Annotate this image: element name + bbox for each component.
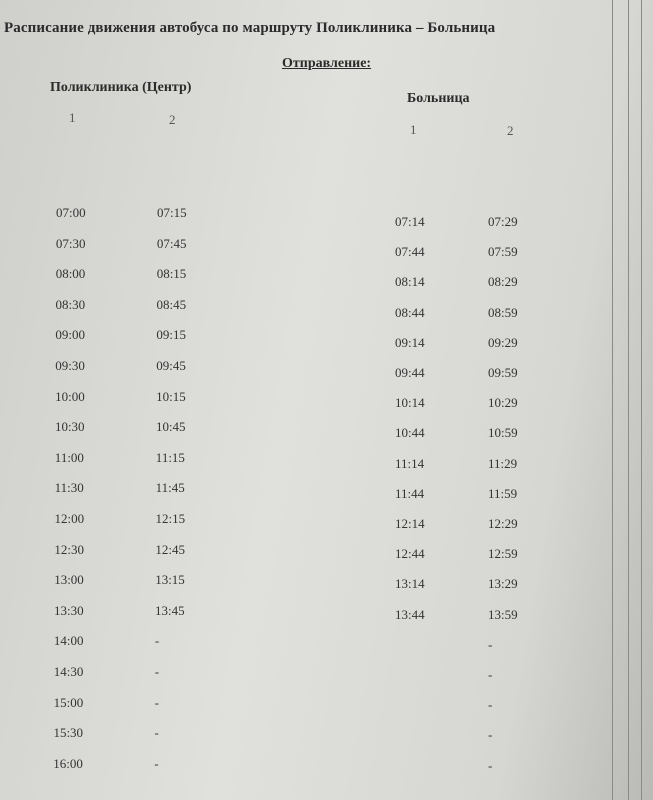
column-label: 1 bbox=[410, 122, 417, 137]
time-cell: 11:59 bbox=[488, 485, 518, 501]
time-cell: - bbox=[154, 725, 159, 741]
time-cell: 11:44 bbox=[395, 485, 425, 501]
subtitle: Отправление: bbox=[282, 56, 372, 71]
time-cell: 13:29 bbox=[488, 576, 518, 592]
time-cell: 07:14 bbox=[395, 214, 425, 229]
time-cell: 08:00 bbox=[55, 266, 86, 282]
time-cell: 12:44 bbox=[395, 546, 425, 562]
time-cell: 08:59 bbox=[488, 304, 518, 320]
time-cell: 13:59 bbox=[488, 606, 518, 622]
time-cell: 13:00 bbox=[54, 572, 84, 588]
time-cell: 08:45 bbox=[156, 296, 187, 312]
time-cell: 09:44 bbox=[395, 365, 425, 380]
time-cell: 07:45 bbox=[156, 235, 187, 251]
time-cell: - bbox=[488, 636, 493, 652]
time-cell: 13:44 bbox=[395, 606, 425, 622]
time-cell: 10:44 bbox=[395, 425, 425, 441]
time-cell: 12:29 bbox=[488, 516, 518, 531]
time-cell: 13:30 bbox=[54, 602, 84, 618]
time-cell: 13:15 bbox=[155, 572, 185, 588]
time-cell: 09:14 bbox=[395, 334, 425, 350]
column-label: 2 bbox=[507, 123, 514, 138]
time-cell: 08:14 bbox=[395, 274, 425, 290]
left-header: Поликлиника (Центр) bbox=[50, 80, 192, 95]
time-cell: 09:30 bbox=[55, 358, 85, 373]
time-cell: 07:15 bbox=[157, 205, 187, 220]
title: Расписание движения автобуса по маршруту… bbox=[4, 20, 496, 36]
time-cell: 13:45 bbox=[155, 602, 185, 618]
time-cell: 10:15 bbox=[156, 388, 186, 404]
time-cell: - bbox=[154, 755, 159, 771]
time-cell: 10:14 bbox=[395, 395, 425, 411]
time-cell: - bbox=[488, 727, 493, 743]
time-cell: 10:29 bbox=[488, 395, 518, 411]
time-cell: 08:44 bbox=[395, 304, 425, 320]
time-cell: 11:14 bbox=[395, 455, 425, 471]
column-label: 2 bbox=[169, 112, 176, 127]
time-cell: 09:59 bbox=[488, 365, 518, 380]
time-cell: 15:00 bbox=[53, 694, 84, 710]
right-header: Больница bbox=[407, 91, 470, 106]
time-cell: 10:45 bbox=[155, 419, 186, 435]
column-label: 1 bbox=[69, 110, 76, 125]
time-cell: 12:14 bbox=[395, 516, 425, 531]
time-cell: 10:30 bbox=[54, 419, 85, 435]
time-cell: - bbox=[488, 757, 493, 773]
time-cell: 08:29 bbox=[488, 274, 518, 290]
time-cell: 13:14 bbox=[395, 576, 425, 592]
time-cell: 11:15 bbox=[155, 449, 185, 465]
time-cell: 07:44 bbox=[395, 244, 425, 260]
time-cell: 07:00 bbox=[56, 205, 86, 220]
time-cell: 09:15 bbox=[156, 327, 187, 343]
time-cell: - bbox=[154, 694, 159, 710]
time-cell: - bbox=[488, 697, 493, 713]
time-cell: 10:00 bbox=[55, 388, 85, 404]
time-cell: 12:30 bbox=[54, 541, 84, 557]
time-cell: 12:45 bbox=[155, 541, 185, 557]
time-cell: 07:59 bbox=[488, 244, 518, 260]
time-cell: 11:30 bbox=[54, 480, 84, 496]
time-cell: 15:30 bbox=[53, 725, 84, 741]
time-cell: 14:00 bbox=[53, 633, 84, 649]
time-cell: 11:00 bbox=[54, 449, 84, 465]
time-cell: 09:29 bbox=[488, 334, 518, 350]
time-cell: 16:00 bbox=[53, 755, 83, 771]
time-cell: - bbox=[488, 667, 493, 682]
time-cell: - bbox=[154, 664, 160, 679]
time-cell: 14:30 bbox=[53, 664, 84, 679]
time-cell: 10:59 bbox=[488, 425, 518, 441]
time-cell: 08:30 bbox=[55, 296, 86, 312]
time-cell: 11:29 bbox=[488, 455, 518, 471]
time-cell: 09:45 bbox=[156, 358, 186, 373]
time-cell: 11:45 bbox=[155, 480, 185, 496]
time-cell: 07:29 bbox=[488, 214, 518, 229]
time-cell: 09:00 bbox=[55, 327, 86, 343]
time-cell: 08:15 bbox=[156, 266, 187, 282]
edge-line bbox=[628, 0, 629, 800]
time-cell: - bbox=[154, 633, 160, 649]
edge-line bbox=[612, 0, 613, 800]
time-cell: 12:00 bbox=[54, 511, 85, 526]
time-cell: 12:15 bbox=[155, 511, 186, 526]
time-cell: 12:59 bbox=[488, 546, 518, 562]
edge-line bbox=[641, 0, 642, 800]
time-cell: 07:30 bbox=[55, 235, 86, 251]
